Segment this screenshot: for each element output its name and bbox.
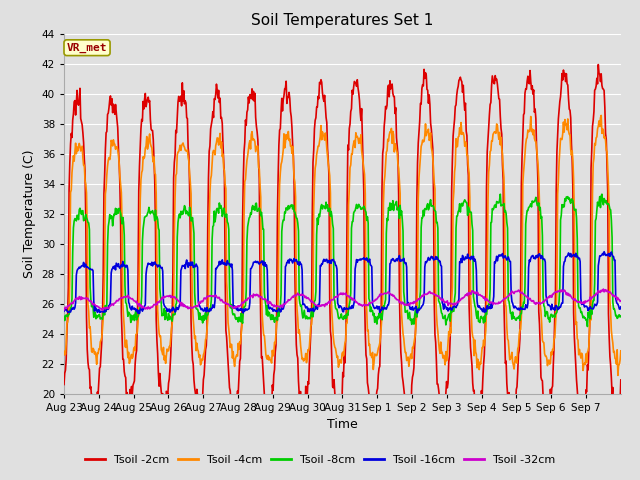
Legend: Tsoil -2cm, Tsoil -4cm, Tsoil -8cm, Tsoil -16cm, Tsoil -32cm: Tsoil -2cm, Tsoil -4cm, Tsoil -8cm, Tsoi… [81, 451, 559, 469]
X-axis label: Time: Time [327, 418, 358, 431]
Title: Soil Temperatures Set 1: Soil Temperatures Set 1 [252, 13, 433, 28]
Y-axis label: Soil Temperature (C): Soil Temperature (C) [23, 149, 36, 278]
Text: VR_met: VR_met [67, 43, 108, 53]
